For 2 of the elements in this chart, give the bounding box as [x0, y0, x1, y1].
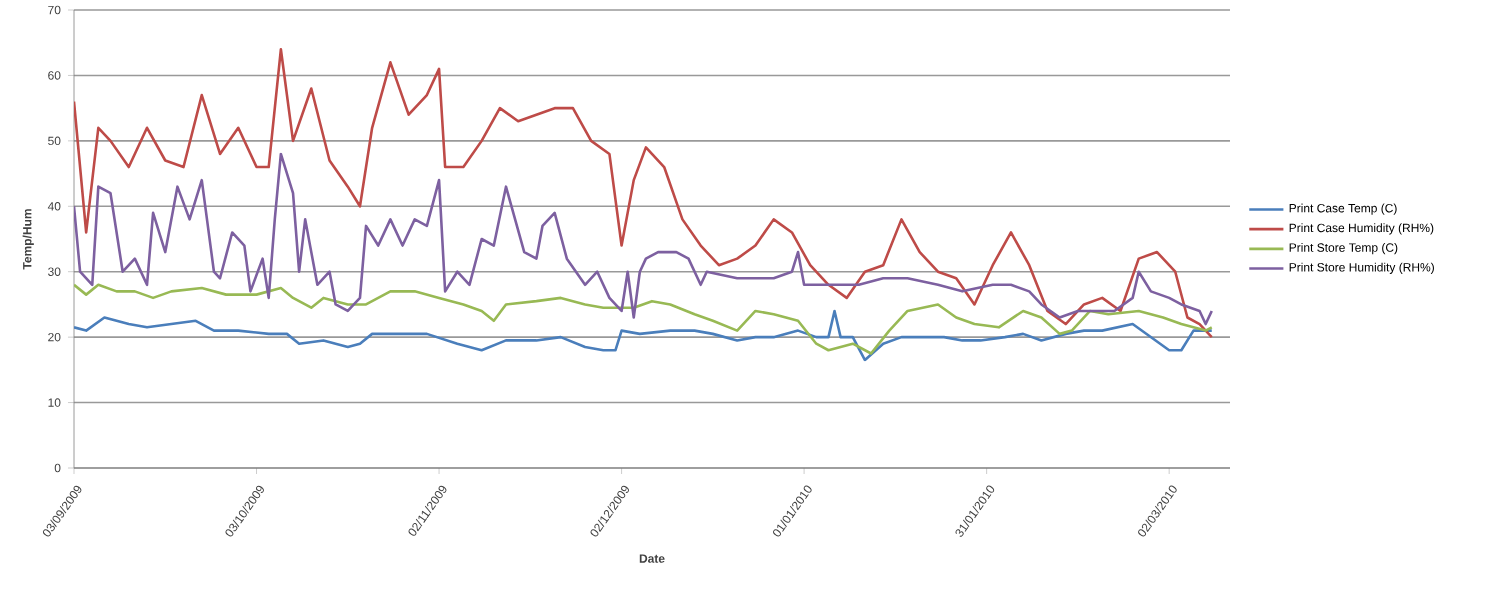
line-series — [74, 283, 1214, 355]
line-series — [74, 47, 1214, 339]
